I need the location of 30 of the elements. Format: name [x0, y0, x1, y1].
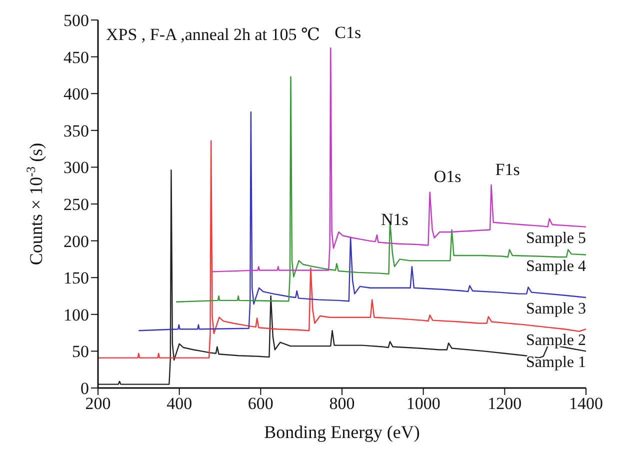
line-series	[138, 111, 586, 332]
y-tick-label: 50	[72, 342, 89, 362]
line-series	[175, 76, 586, 302]
series-label: Sample 5	[526, 230, 586, 247]
y-tick-label: 150	[64, 268, 89, 288]
chart-title: XPS , F-A ,anneal 2h at 105 ℃	[106, 25, 320, 44]
y-tick-label: 300	[64, 158, 89, 178]
x-tick-label: 400	[166, 394, 192, 414]
annotation: F1s	[495, 160, 520, 179]
series-label: Sample 3	[526, 300, 586, 318]
annotation: O1s	[434, 167, 462, 186]
annotation: C1s	[334, 22, 362, 42]
annotation: N1s	[380, 210, 408, 229]
x-axis-title: Bonding Energy (eV)	[264, 422, 420, 442]
series-label: Sample 2	[526, 332, 586, 350]
x-tick-label: 1200	[488, 394, 522, 414]
y-tick-label: 500	[64, 11, 89, 30]
series-label: Sample 4	[526, 258, 586, 275]
y-tick-label: 350	[64, 121, 89, 140]
y-tick-label: 250	[64, 195, 89, 214]
x-tick-label: 1400	[569, 394, 603, 414]
x-tick-label: 1000	[406, 394, 440, 414]
y-tick-label: 450	[64, 48, 89, 67]
y-tick-label: 200	[64, 232, 89, 251]
y-tick-label: 400	[64, 84, 89, 104]
line-series	[212, 47, 586, 272]
y-tick-label: 100	[64, 305, 89, 324]
series-label: Sample 1	[526, 354, 586, 372]
x-tick-label: 600	[248, 394, 274, 414]
x-tick-label: 800	[329, 394, 355, 414]
